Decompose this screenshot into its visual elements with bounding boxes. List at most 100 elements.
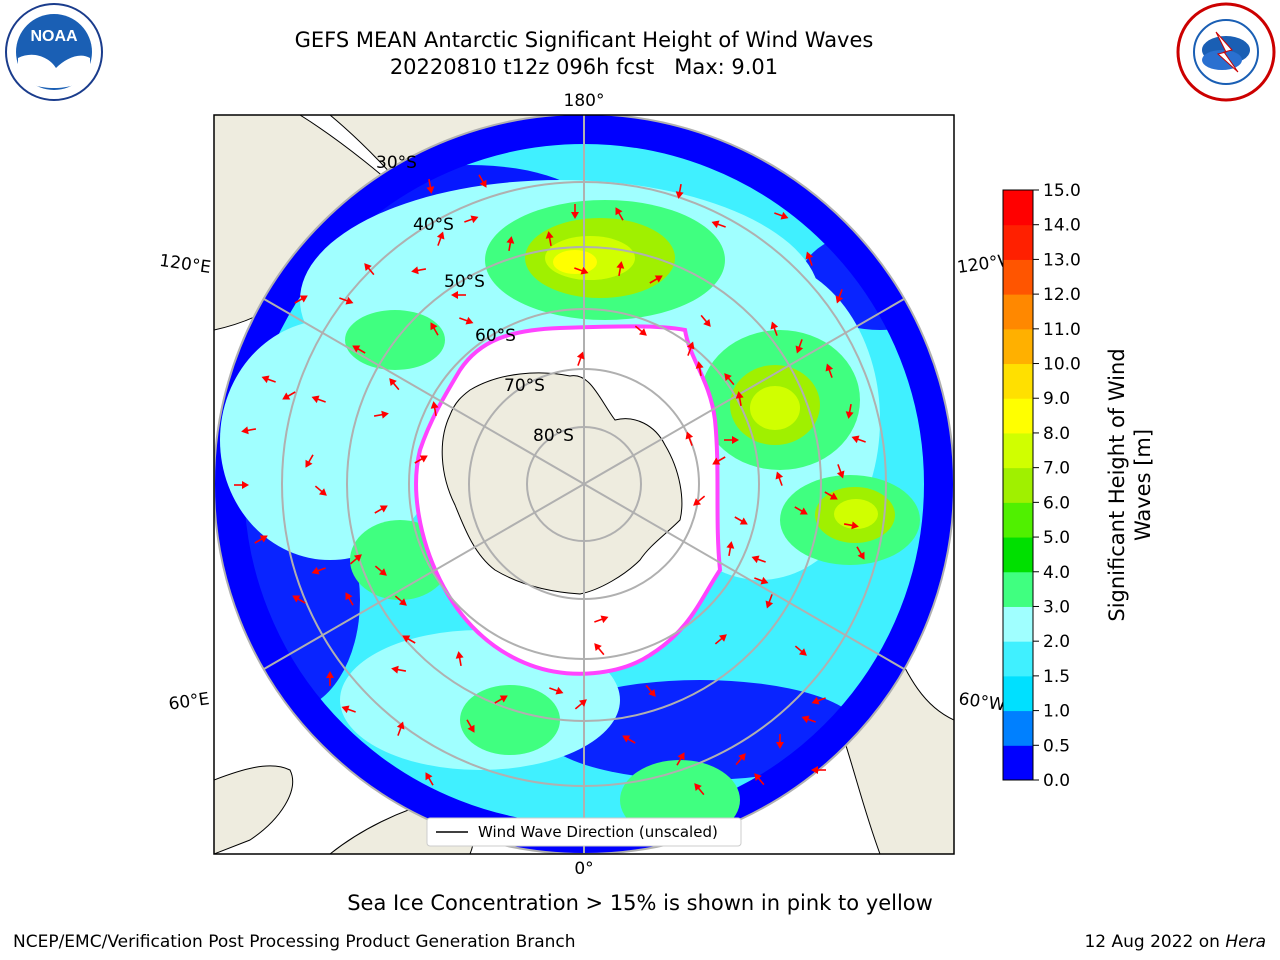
wave-direction-arrow — [794, 645, 807, 656]
wave-direction-arrow — [616, 261, 625, 277]
colorbar-ticks: 0.0 0.5 1.0 1.5 2.0 3.0 4.0 5.0 6.0 7.0 8.0 9.0 10.0… — [1033, 181, 1081, 790]
wave-direction-arrow — [571, 204, 579, 219]
wave-direction-arrow — [426, 178, 435, 194]
wave-direction-arrow — [374, 565, 387, 576]
wave-direction-arrow — [735, 391, 744, 407]
wave-direction-arrow — [693, 495, 706, 506]
footer-branch: NCEP/EMC/Verification Post Processing Pr… — [13, 932, 576, 952]
wave-direction-arrow — [455, 651, 464, 667]
lon-label-bottom: 0° — [574, 859, 593, 879]
wave-direction-arrow — [622, 735, 636, 744]
wave-direction-arrow — [676, 752, 685, 766]
wave-direction-arrow — [396, 721, 405, 736]
wave-direction-arrow — [282, 391, 296, 400]
colorbar-block — [1003, 259, 1033, 295]
wave-direction-arrow — [700, 314, 711, 327]
wave-direction-arrow — [241, 426, 257, 435]
colorbar-block — [1003, 537, 1033, 573]
wave-direction-arrow — [801, 715, 816, 724]
wave-direction-arrow — [775, 471, 784, 486]
wave-direction-arrow — [776, 734, 784, 749]
lat-label-40s: 40°S — [413, 215, 454, 235]
wave-direction-arrow — [234, 481, 249, 489]
wave-direction-arrow — [754, 576, 769, 585]
colorbar-tick-label: 1.0 — [1043, 702, 1070, 722]
colorbar-block — [1003, 675, 1033, 712]
wave-direction-arrow — [430, 401, 439, 417]
wave-direction-arrow — [254, 535, 268, 544]
lat-label-50s: 50°S — [444, 272, 485, 292]
wave-direction-arrow — [770, 321, 779, 336]
colorbar-tick-label: 3.0 — [1043, 597, 1070, 617]
footer-host: Hera — [1225, 932, 1266, 952]
page-subtitle: 20220810 t12z 096h fcst Max: 9.01 — [389, 55, 779, 79]
colorbar-tick-label: 14.0 — [1043, 216, 1081, 236]
wave-direction-arrow — [339, 296, 354, 305]
lat-label-30s: 30°S — [376, 153, 417, 173]
colorbar-block — [1003, 467, 1033, 503]
wave-direction-arrow — [712, 456, 726, 465]
colorbar-frame — [1002, 189, 1034, 781]
wave-direction-arrow — [649, 275, 663, 284]
wave-direction-arrow — [374, 505, 388, 514]
wave-direction-arrow — [574, 699, 587, 710]
colorbar-tick-label: 12.0 — [1043, 285, 1081, 305]
colorbar-label-line2: Waves [m] — [1131, 429, 1155, 541]
wave-direction-arrow — [835, 289, 844, 304]
colorbar-tick-label: 8.0 — [1043, 424, 1070, 444]
colorbar-block — [1003, 710, 1033, 746]
wave-direction-arrow — [615, 207, 624, 221]
wave-direction-arrow — [724, 373, 735, 386]
wave-direction-arrow — [314, 485, 327, 496]
colorbar-block — [1003, 571, 1033, 607]
wave-direction-arrow — [805, 251, 814, 266]
wave-direction-arrow — [466, 719, 475, 733]
colorbar-label-line1: Significant Height of Wind — [1105, 348, 1129, 621]
colorbar-tick-label: 11.0 — [1043, 320, 1081, 340]
wave-direction-arrow — [311, 566, 326, 575]
colorbar-tick-label: 4.0 — [1043, 563, 1070, 583]
wave-direction-arrow — [694, 783, 705, 796]
wave-direction-arrow — [836, 464, 845, 479]
noaa-logo-text: NOAA — [30, 28, 78, 45]
colorbar-tick-label: 9.0 — [1043, 389, 1070, 409]
wave-direction-arrow — [425, 772, 434, 786]
wave-direction-arrow — [735, 753, 746, 766]
wave-direction-arrow — [352, 345, 366, 354]
colorbar-tick-label: 1.5 — [1043, 667, 1070, 687]
wave-direction-arrow — [811, 696, 826, 705]
wave-direction-arrow — [825, 363, 834, 378]
wave-direction-arrow — [851, 435, 866, 444]
wave-direction-arrow — [576, 351, 585, 366]
wave-direction-arrow — [726, 541, 735, 557]
map-legend: Wind Wave Direction (unscaled) — [426, 817, 742, 847]
legend-label: Wind Wave Direction (unscaled) — [478, 823, 718, 841]
wave-direction-arrow — [451, 291, 466, 299]
colorbar-tick-label: 2.0 — [1043, 632, 1070, 652]
wave-direction-arrow — [436, 231, 445, 246]
wave-direction-arrow — [478, 174, 487, 188]
colorbar-block — [1003, 190, 1033, 226]
wave-direction-arrow — [645, 684, 656, 697]
wave-direction-arrow — [311, 395, 326, 404]
wave-direction-arrow — [364, 263, 375, 276]
lon-label-lower-left: 60°E — [167, 689, 210, 714]
wave-direction-arrow — [389, 378, 400, 391]
colorbar-block — [1003, 363, 1033, 399]
wave-direction-arrow — [414, 455, 428, 464]
wave-direction-arrow — [545, 231, 554, 247]
wave-direction-arrow — [292, 595, 306, 604]
wave-direction-arrow — [402, 635, 416, 644]
colorbar: 0.0 0.5 1.0 1.5 2.0 3.0 4.0 5.0 6.0 7.0 8.0 9.0 10.0… — [1002, 181, 1155, 790]
sea-ice-caption: Sea Ice Concentration > 15% is shown in … — [347, 891, 933, 915]
colorbar-tick-label: 15.0 — [1043, 181, 1081, 201]
wave-direction-arrow — [459, 316, 474, 325]
lat-label-80s: 80°S — [533, 426, 574, 446]
wave-direction-arrow — [675, 183, 684, 199]
wave-direction-arrow — [464, 215, 479, 224]
colorbar-block — [1003, 328, 1033, 365]
colorbar-block — [1003, 606, 1033, 642]
wave-direction-arrow — [594, 643, 605, 656]
graticule — [214, 115, 954, 854]
colorbar-block — [1003, 294, 1033, 330]
